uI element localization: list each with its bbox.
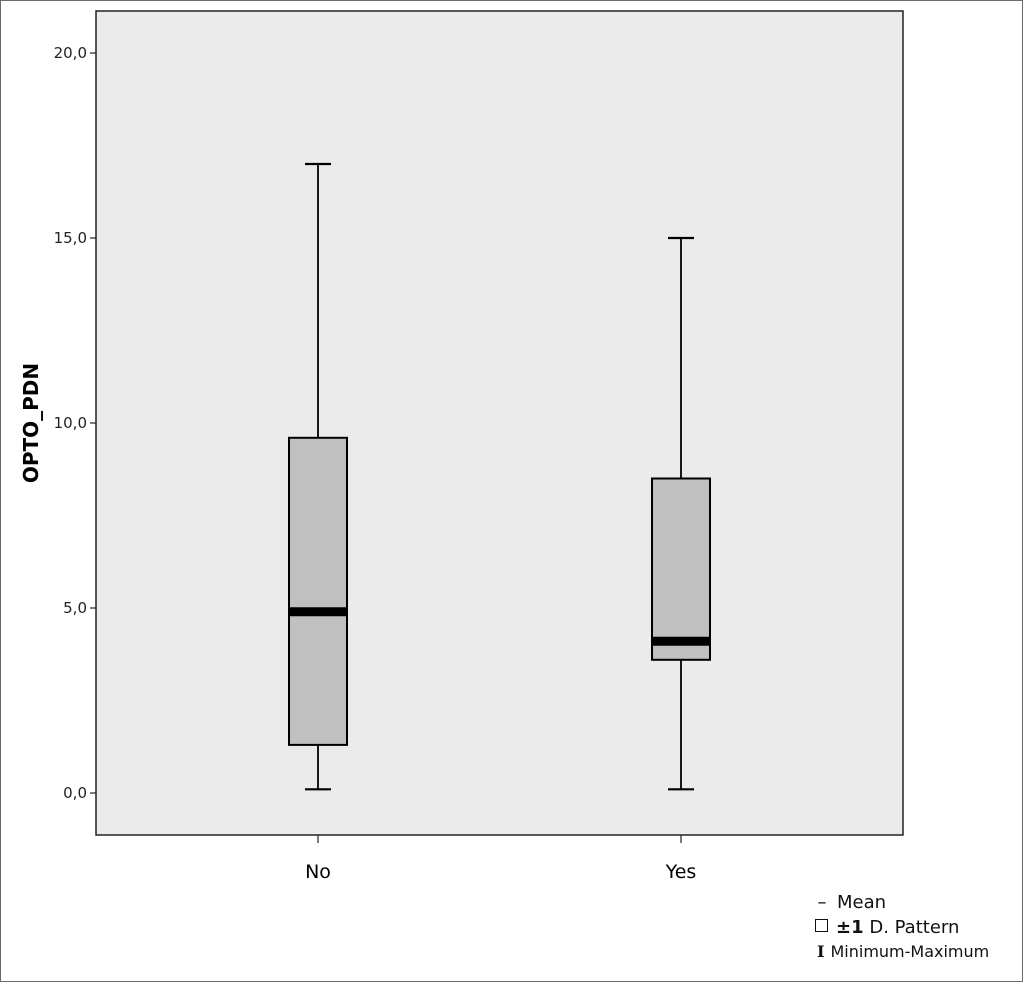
y-axis-label: OPTO_PDN [19, 363, 43, 483]
mean-line-icon: – [817, 892, 827, 913]
y-tick-label: 0,0 [63, 784, 87, 802]
sd-box [288, 436, 348, 746]
box-yes [651, 236, 711, 791]
box-no [288, 162, 348, 791]
legend-sd-label: D. Pattern [863, 917, 960, 938]
y-axis: 0,0 5,0 10,0 15,0 20,0 [54, 44, 96, 802]
legend-sd: ±1 D. Pattern [815, 917, 959, 938]
x-axis: No Yes [305, 835, 696, 883]
legend-min-max: I Minimum-Maximum [815, 942, 989, 961]
legend-min-max-label: Minimum-Maximum [830, 942, 990, 961]
y-tick-label: 20,0 [54, 44, 87, 62]
y-tick-label: 15,0 [54, 229, 87, 247]
box-icon [815, 919, 828, 932]
x-tick-label: No [305, 861, 331, 883]
boxes [288, 162, 711, 791]
plot-area [95, 10, 904, 836]
y-tick-label: 10,0 [54, 414, 87, 432]
legend-mean: – Mean [815, 892, 887, 913]
sd-box [651, 477, 711, 661]
whisker-icon: I [817, 942, 825, 961]
x-tick-label: Yes [665, 861, 697, 883]
y-tick-label: 5,0 [63, 599, 87, 617]
legend-mean-label: Mean [837, 892, 887, 913]
legend-sd-prefix: ±1 [836, 917, 864, 938]
